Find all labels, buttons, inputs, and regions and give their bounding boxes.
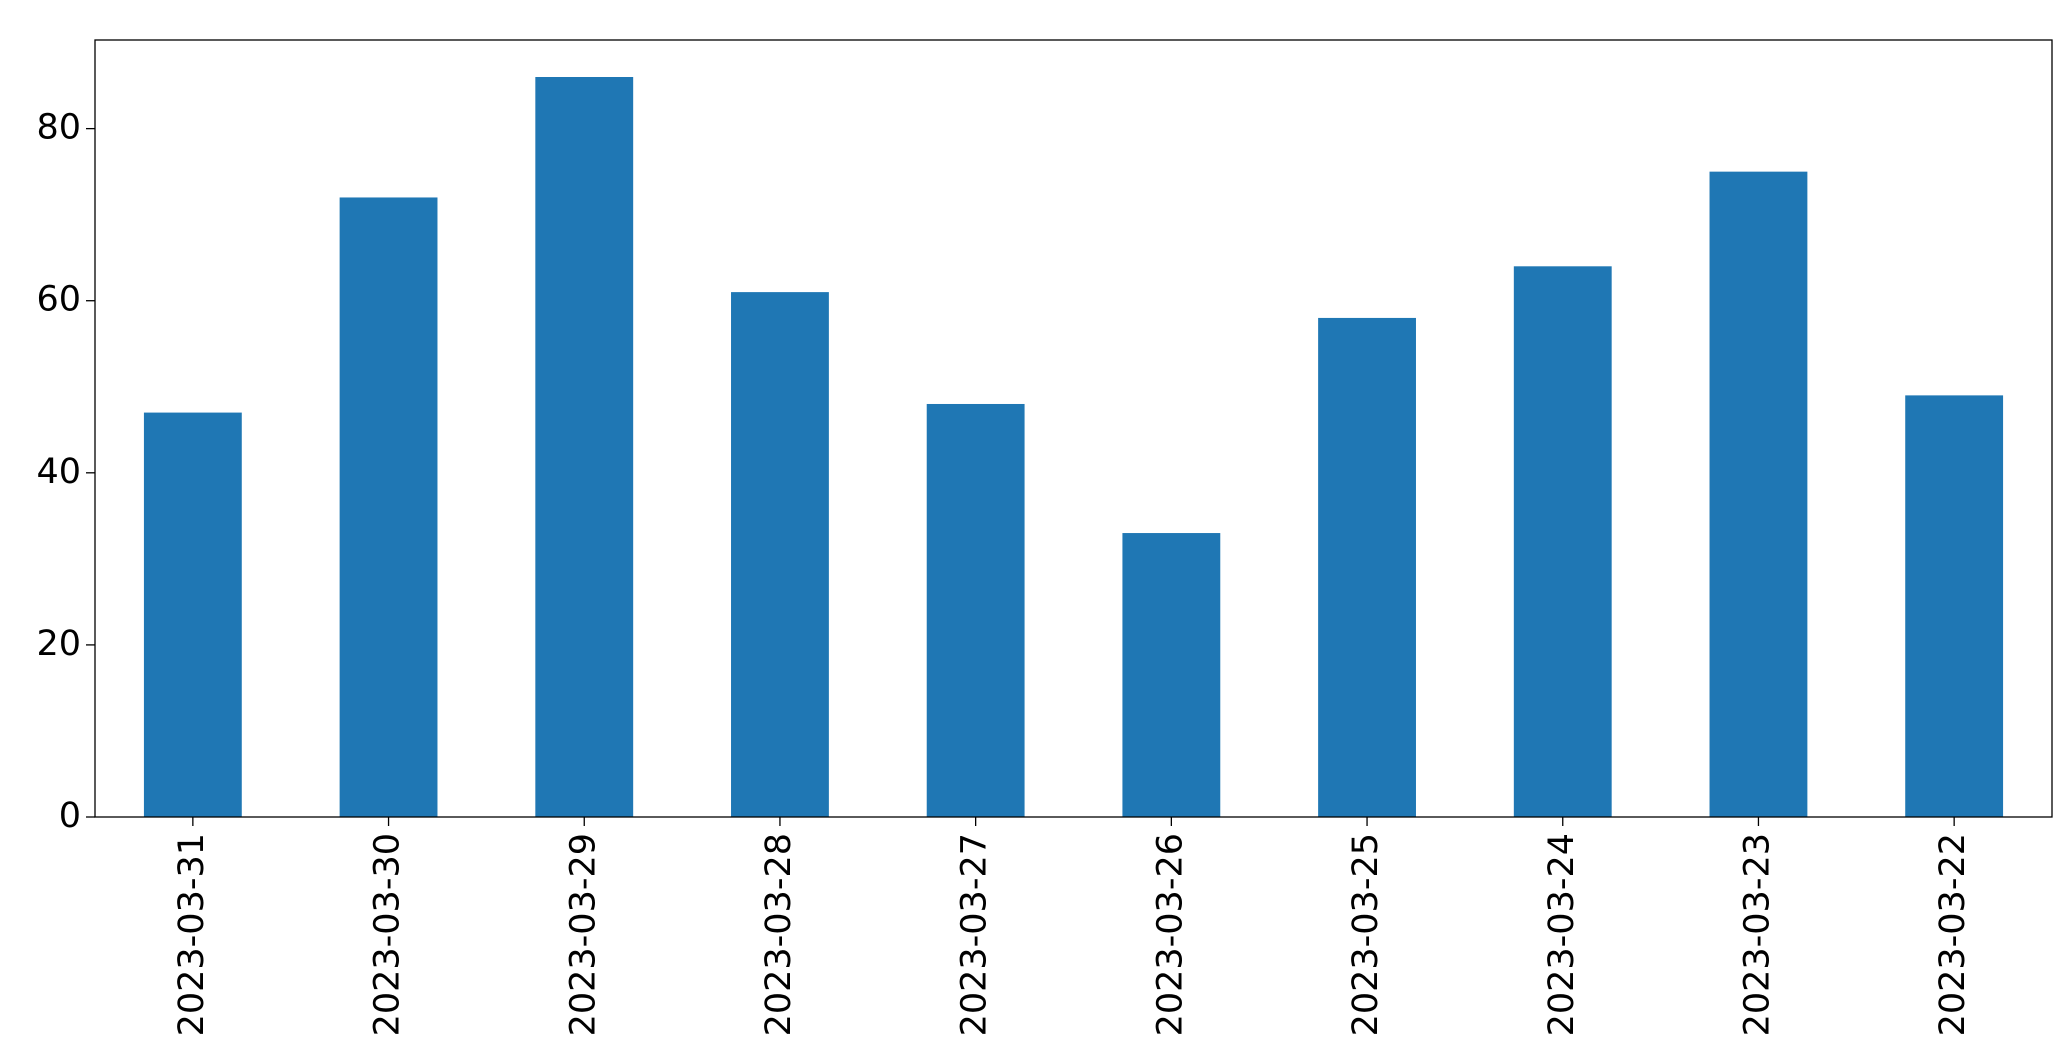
bar [339,197,438,818]
x-tick-label: 2023-03-26 [1150,833,1190,1036]
x-tick-label: 2023-03-22 [1933,833,1973,1036]
x-tick-label: 2023-03-27 [955,833,995,1036]
y-tick-label: 0 [59,796,81,836]
bar [1905,395,2004,817]
x-tick-label: 2023-03-24 [1542,833,1582,1036]
y-tick-label: 40 [36,452,81,492]
y-tick-label: 80 [36,108,81,148]
plot-frame [94,39,2053,818]
bar [1709,171,1808,817]
bar [1122,533,1221,817]
x-tick-label: 2023-03-28 [759,833,799,1036]
bar [731,292,829,817]
x-tick-label: 2023-03-30 [368,833,408,1036]
bar [1513,266,1612,817]
x-tick-label: 2023-03-25 [1346,833,1386,1036]
x-tick-label: 2023-03-23 [1737,833,1777,1036]
bar [143,412,242,817]
bar [535,77,634,817]
bar [1318,317,1416,817]
y-tick-label: 20 [36,624,81,664]
y-tick-label: 60 [36,280,81,320]
x-tick-label: 2023-03-29 [563,833,603,1036]
x-tick-label: 2023-03-31 [172,833,212,1036]
bar [926,403,1025,817]
